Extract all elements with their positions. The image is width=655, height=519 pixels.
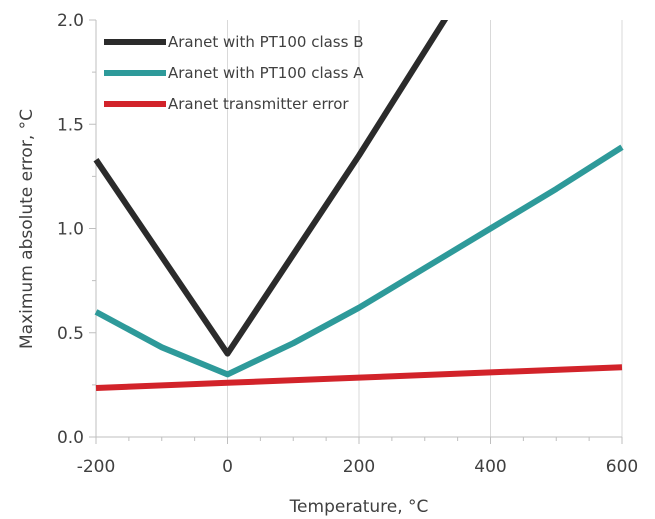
- legend-label-2: Aranet with PT100 class A: [168, 64, 364, 82]
- series-layer: [93, 20, 624, 391]
- legend: Aranet with PT100 class B Aranet with PT1…: [104, 33, 364, 113]
- y-tick-label: 0.0: [57, 428, 84, 448]
- y-axis-title: Maximum absolute error, °C: [17, 109, 37, 349]
- x-tick-label: 600: [606, 457, 638, 477]
- series-line-2: [94, 144, 624, 378]
- legend-label-3: Aranet transmitter error: [168, 95, 349, 113]
- y-tick-label: 2.0: [57, 11, 84, 31]
- x-tick-label: 200: [343, 457, 375, 477]
- x-tick-label: 0: [222, 457, 233, 477]
- legend-label-1: Aranet with PT100 class B: [168, 33, 364, 51]
- x-axis-title: Temperature, °C: [289, 497, 429, 517]
- axis-layer: -200 0 200 400 600 0.0 0.5 1.0 1.5 2.0: [57, 11, 638, 477]
- y-tick-label: 0.5: [57, 324, 84, 344]
- x-tick-label: 400: [474, 457, 506, 477]
- series-line-1: [93, 20, 449, 357]
- y-tick-label: 1.5: [57, 115, 84, 135]
- y-tick-label: 1.0: [57, 220, 84, 240]
- x-tick-label: -200: [77, 457, 116, 477]
- series-line-3: [95, 364, 623, 391]
- grid-layer: [95, 20, 623, 437]
